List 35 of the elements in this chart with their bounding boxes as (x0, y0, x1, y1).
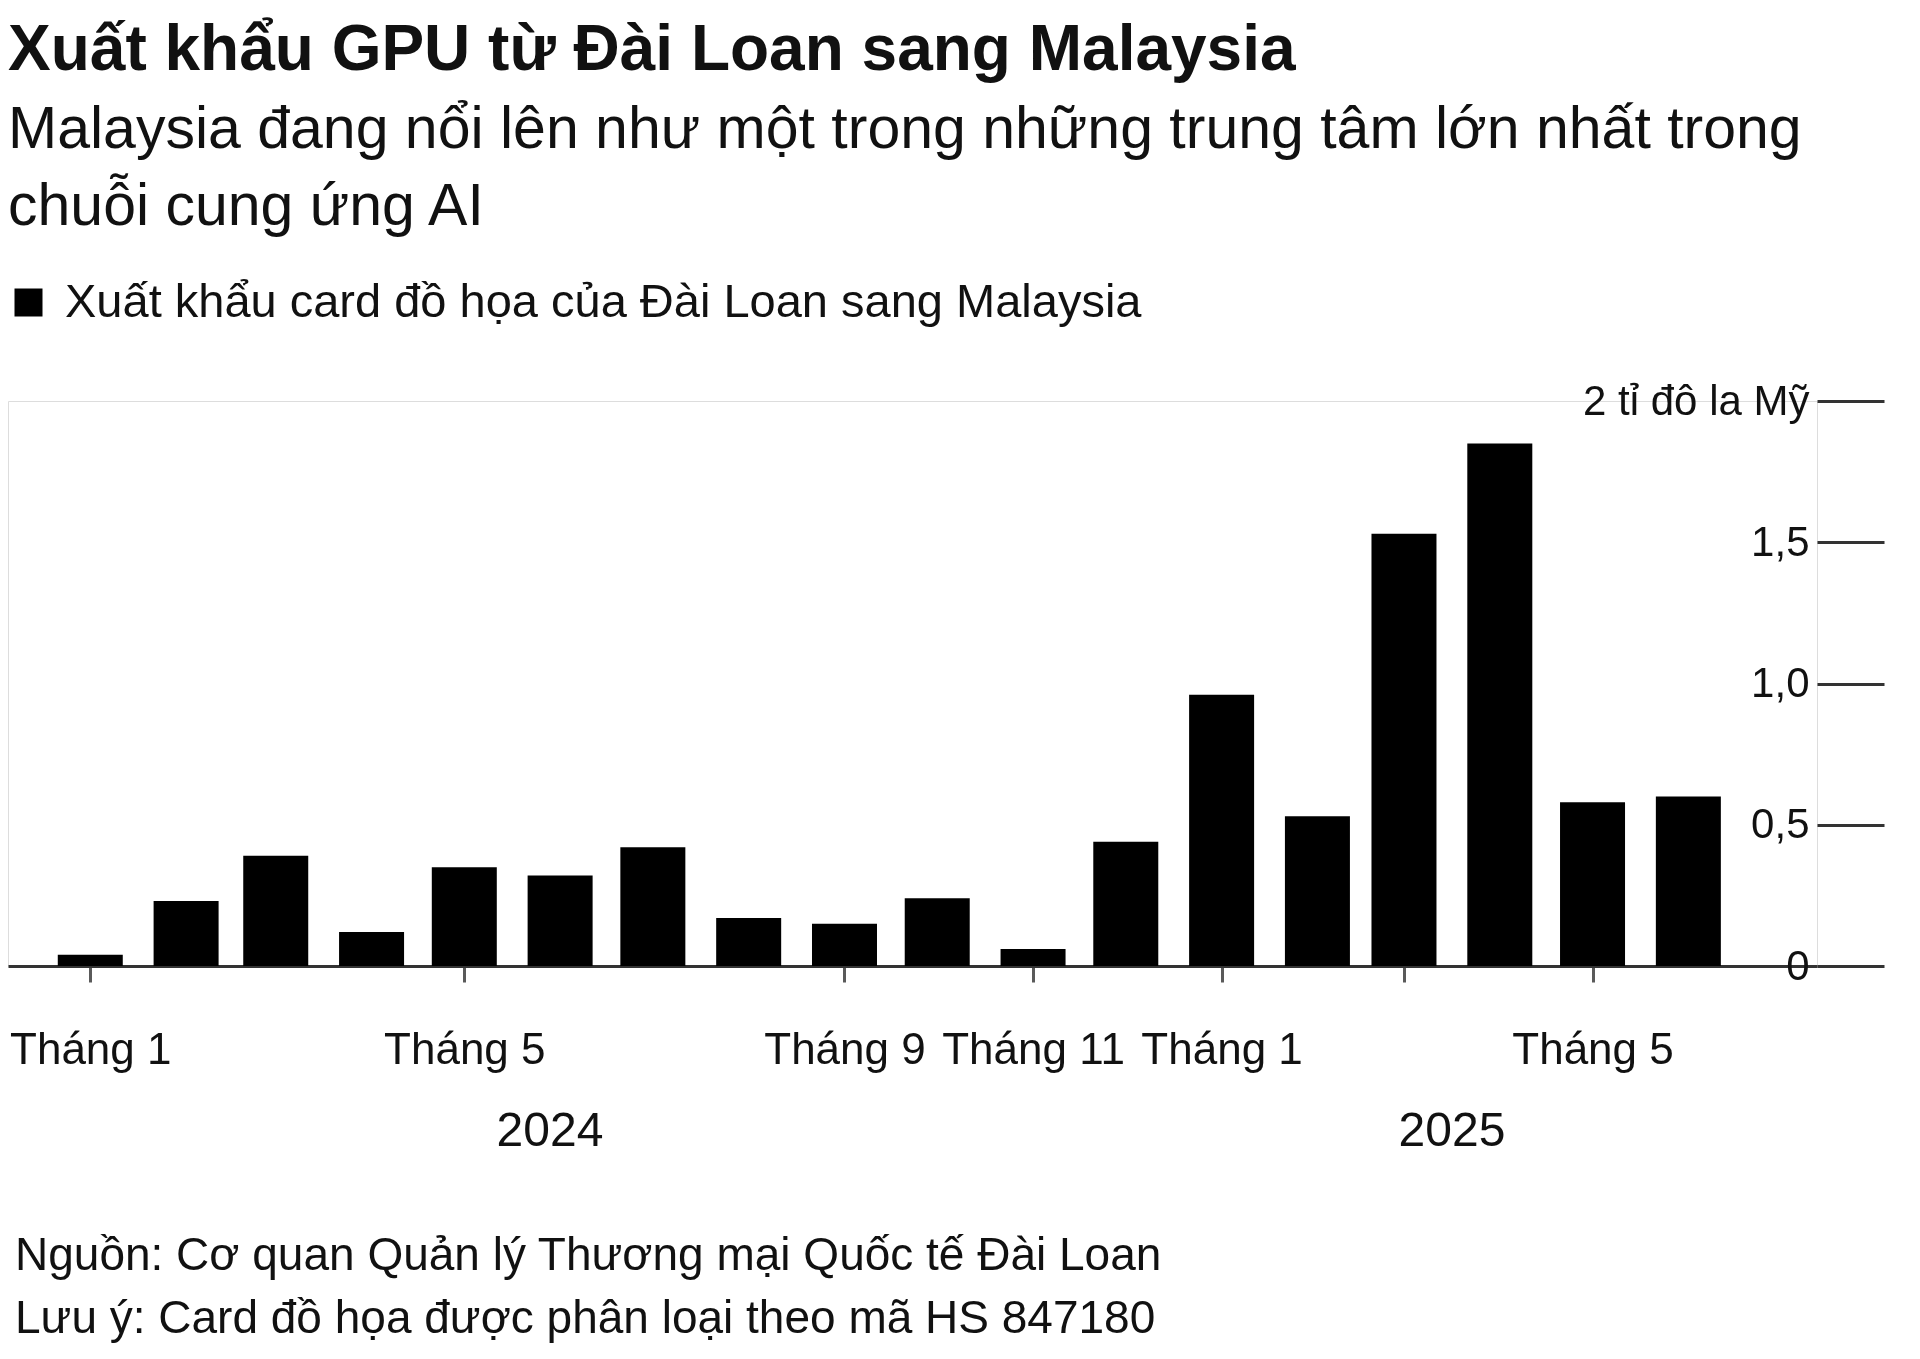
bar (904, 898, 970, 966)
bar (1000, 949, 1066, 966)
y-tick-label: 1,0 (1751, 659, 1810, 706)
bar (716, 917, 782, 966)
text: 2025 (1398, 1103, 1506, 1156)
bar (620, 847, 686, 966)
legend-label: Xuất khẩu card đồ họa của Đài Loan sang Malaysia (65, 273, 1143, 327)
bar (431, 867, 497, 966)
bar (527, 875, 593, 966)
x-tick-label: Tháng 1 (1141, 1023, 1303, 1073)
text: Lưu ý: Card đồ họa được phân loại theo mã HS 847180 (15, 1291, 1156, 1343)
chart-title: Xuất khẩu GPU từ Đài Loan sang Malaysia (8, 12, 1296, 84)
bar (243, 855, 309, 966)
bar (339, 932, 405, 966)
x-tick-label: Tháng 5 (384, 1023, 546, 1073)
x-tick-label: Tháng 1 (10, 1023, 172, 1073)
chart-subtitle: Malaysia đang nổi lên như một trong những trung tâm lớn nhất trong chuỗi cung ứng AI (8, 95, 1802, 238)
x-tick-label: Tháng 9 (764, 1023, 926, 1073)
y-tick-label: 2 tỉ đô la Mỹ (1583, 376, 1810, 424)
text: Nguồn: Cơ quan Quản lý Thương mại Quốc tế Đài Loan (15, 1228, 1162, 1280)
bar (812, 923, 877, 966)
x-tick-label: Tháng 5 (1512, 1023, 1674, 1073)
x-tick-label: Tháng 11 (942, 1023, 1125, 1073)
bar (1284, 816, 1350, 966)
bar (153, 901, 219, 966)
text: 2024 (496, 1103, 604, 1156)
bar (1371, 533, 1437, 966)
bar (1560, 802, 1626, 966)
bar (1655, 796, 1721, 966)
bar (1093, 841, 1159, 966)
bar (1467, 443, 1533, 966)
bar (57, 954, 123, 966)
y-tick-label: 1,5 (1751, 517, 1810, 565)
y-tick-label: 0,5 (1751, 800, 1810, 848)
bar (1189, 694, 1255, 966)
